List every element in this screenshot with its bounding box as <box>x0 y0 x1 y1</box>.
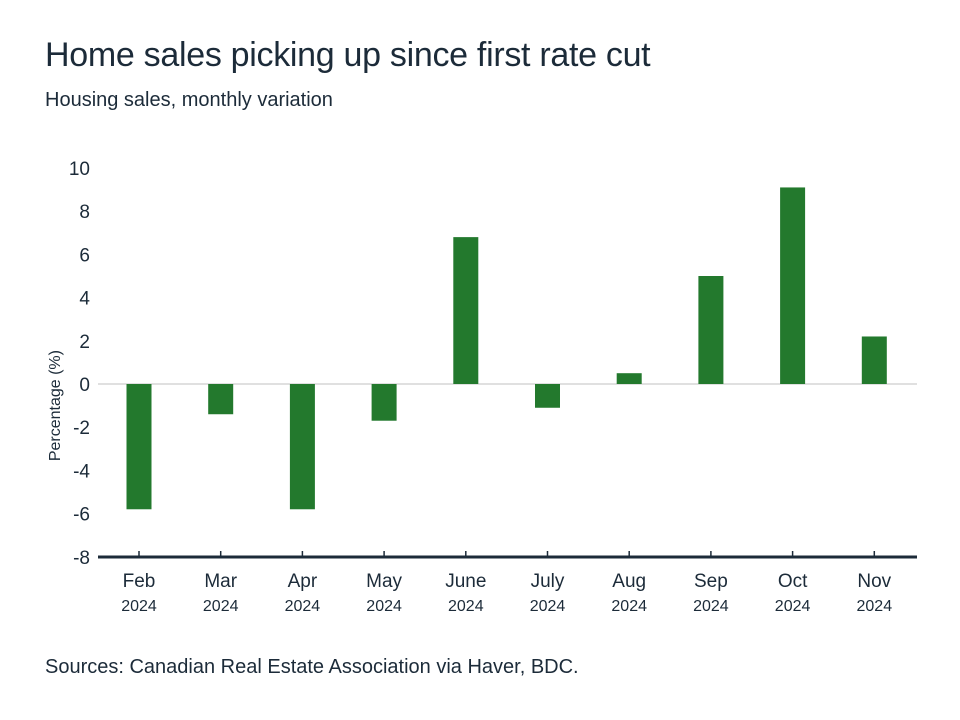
x-tick-label: Apr <box>288 571 318 592</box>
x-tick-label: May <box>366 571 402 592</box>
x-tick-year: 2024 <box>448 598 484 615</box>
bar-apr <box>289 384 315 510</box>
y-tick-label: 0 <box>79 375 90 396</box>
bar-may <box>371 384 397 421</box>
bar-july <box>535 384 560 408</box>
bar-nov <box>861 336 887 384</box>
y-tick-label: -6 <box>73 505 90 526</box>
x-tick-label: Nov <box>857 571 891 592</box>
y-tick-label: -2 <box>73 418 90 439</box>
x-tick-year: 2024 <box>693 598 729 615</box>
bar-oct <box>780 187 806 384</box>
y-axis-label: Percentage (%) <box>47 350 64 461</box>
x-tick-label: June <box>445 571 486 592</box>
x-tick-year: 2024 <box>203 598 239 615</box>
x-tick-year: 2024 <box>285 598 321 615</box>
x-tick-label: Aug <box>612 571 646 592</box>
bar-mar <box>208 384 234 415</box>
chart-title: Home sales picking up since first rate c… <box>45 36 651 74</box>
y-tick-label: 4 <box>79 289 90 310</box>
source-note: Sources: Canadian Real Estate Associatio… <box>45 656 579 678</box>
y-tick-label: -8 <box>73 548 90 569</box>
x-tick-year: 2024 <box>121 598 157 615</box>
y-tick-label: 2 <box>79 332 90 353</box>
x-tick-label: Sep <box>694 571 728 592</box>
y-tick-label: 8 <box>79 202 90 223</box>
chart-subtitle: Housing sales, monthly variation <box>45 89 333 111</box>
bar-aug <box>616 373 642 384</box>
x-tick-year: 2024 <box>366 598 402 615</box>
y-tick-label: -4 <box>73 461 90 482</box>
x-tick-year: 2024 <box>530 598 566 615</box>
bar-june <box>453 237 479 384</box>
x-tick-year: 2024 <box>857 598 893 615</box>
bar-sep <box>698 276 724 384</box>
x-tick-year: 2024 <box>611 598 647 615</box>
x-tick-year: 2024 <box>775 598 811 615</box>
y-tick-label: 6 <box>79 245 90 266</box>
bar-feb <box>126 384 152 510</box>
x-tick-label: July <box>531 571 565 592</box>
y-tick-label: 10 <box>69 159 90 180</box>
x-tick-label: Oct <box>778 571 808 592</box>
x-tick-label: Feb <box>123 571 156 592</box>
x-tick-label: Mar <box>204 571 237 592</box>
